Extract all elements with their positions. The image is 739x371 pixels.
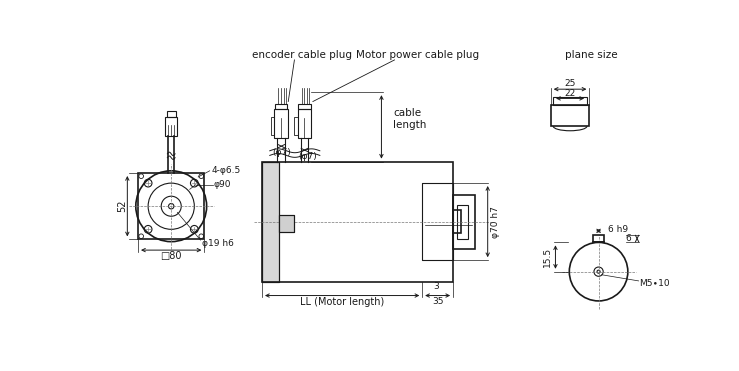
Text: 22: 22 [565, 89, 576, 98]
Bar [271, 117, 274, 135]
Bar [453, 195, 474, 249]
Bar [299, 104, 310, 109]
Bar [551, 105, 589, 126]
Bar [165, 117, 177, 136]
Bar [422, 183, 453, 260]
Bar [453, 210, 460, 233]
Bar [166, 111, 176, 117]
Text: □80: □80 [160, 251, 182, 261]
Text: 35: 35 [432, 297, 443, 306]
Text: encoder cable plug: encoder cable plug [252, 50, 352, 59]
Bar [294, 117, 298, 135]
Text: 3: 3 [433, 282, 439, 291]
Text: cable
length: cable length [393, 108, 426, 130]
Text: 6: 6 [625, 234, 630, 243]
Text: LL (Motor length): LL (Motor length) [300, 297, 384, 307]
Text: φ90: φ90 [214, 180, 231, 189]
Bar [262, 161, 279, 282]
Bar [298, 109, 311, 138]
Text: φ19 h6: φ19 h6 [202, 239, 234, 248]
Text: Motor power cable plug: Motor power cable plug [356, 50, 479, 59]
Text: 15.5: 15.5 [543, 247, 552, 267]
Bar [275, 104, 287, 109]
Text: M5∙10: M5∙10 [639, 279, 670, 288]
Text: 6 h9: 6 h9 [607, 225, 628, 234]
Text: φ70 h7: φ70 h7 [491, 206, 500, 237]
Text: 4-φ6.5: 4-φ6.5 [211, 166, 240, 175]
Bar [279, 215, 294, 232]
Bar [554, 97, 587, 105]
Bar [279, 215, 294, 232]
Text: 25: 25 [565, 79, 576, 88]
Text: (φ7): (φ7) [273, 148, 291, 157]
Bar [274, 109, 288, 138]
Text: 52: 52 [117, 200, 127, 213]
Bar [262, 161, 279, 282]
Bar [262, 161, 453, 282]
Bar [138, 173, 204, 239]
Text: plane size: plane size [565, 50, 617, 59]
Bar [457, 205, 469, 239]
Bar [593, 235, 604, 242]
Text: (φ7): (φ7) [298, 152, 317, 161]
